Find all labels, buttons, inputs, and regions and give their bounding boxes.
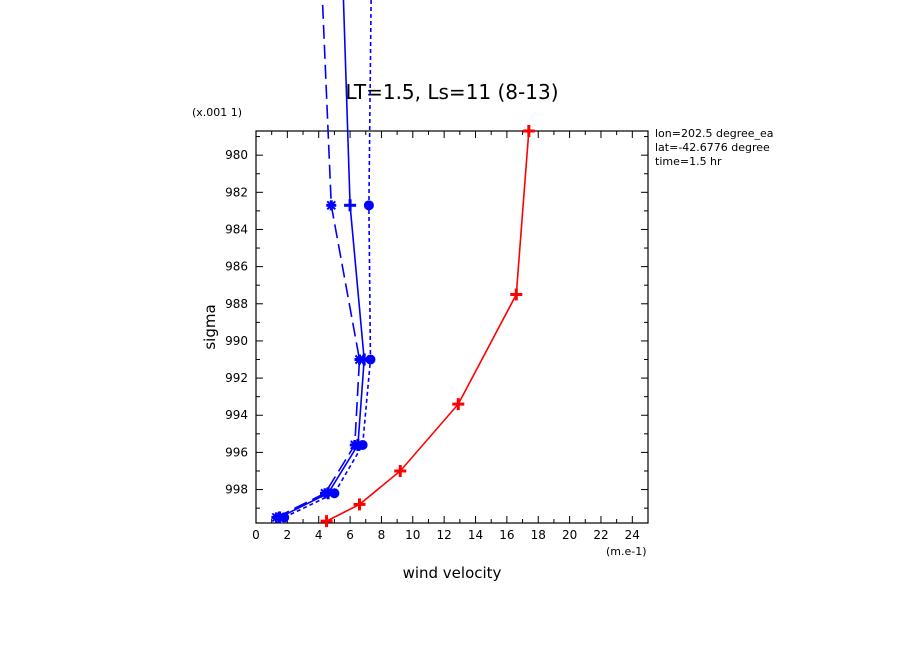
x-tick-label: 6 [346,528,354,542]
y-tick-label: 986 [225,260,248,274]
annotation-lon: lon=202.5 degree_ea [655,127,774,140]
y-tick-label: 984 [225,222,248,236]
data-point-plus [344,199,357,212]
axis-ticks: 0 2 4 6 8 10 12 14 16 18 20 22 249809829849869889909… [225,131,648,542]
data-point-plus [522,125,535,137]
series-line [276,0,361,519]
y-tick-label: 988 [225,297,248,311]
data-point-circle [357,439,368,450]
x-tick-label: 10 [405,528,420,542]
data-point-asterisk [326,200,337,211]
data-point-plus [353,498,366,511]
y-tick-label: 990 [225,334,248,348]
x-tick-label: 0 [252,528,260,542]
x-tick-label: 18 [531,528,546,542]
plot-area-frame [255,130,649,524]
y-scale-note: (x.001 1) [192,106,242,119]
y-tick-label: 992 [225,371,248,385]
x-axis-label: wind velocity [403,564,502,582]
y-tick-label: 996 [225,445,248,459]
data-point-plus [394,464,407,477]
chart-title: LT=1.5, Ls=11 (8-13) [345,80,558,104]
data-point-asterisk [319,488,330,499]
y-tick-label: 994 [225,408,248,422]
x-tick-label: 16 [499,528,514,542]
data-point-circle [279,512,290,523]
x-tick-label: 14 [468,528,483,542]
data-point-plus [510,288,523,301]
y-tick-label: 998 [225,483,248,497]
series-line [279,0,365,519]
x-tick-label: 2 [284,528,292,542]
x-tick-label: 12 [437,528,452,542]
y-tick-label: 982 [225,185,248,199]
series-0 [320,125,535,528]
data-point-asterisk [271,512,282,523]
series-line [326,130,530,522]
x-units-label: (m.e-1) [606,545,647,558]
x-tick-label: 24 [625,528,640,542]
annotation-time: time=1.5 hr [655,155,722,168]
x-tick-label: 8 [378,528,386,542]
annotation-lat: lat=-42.6776 degree [655,141,770,154]
x-tick-label: 22 [593,528,608,542]
series-2 [271,0,365,523]
y-tick-label: 980 [225,148,248,162]
data-point-plus [320,515,333,528]
data-point-plus [452,398,465,411]
data-point-circle [329,488,340,499]
data-point-circle [365,354,376,365]
data-point-circle [363,200,374,211]
series-3 [279,0,376,523]
x-tick-label: 20 [562,528,577,542]
x-tick-label: 4 [315,528,323,542]
series-line [283,0,372,519]
y-axis-label: sigma [201,304,219,349]
data-point-asterisk [354,354,365,365]
series-layer [271,0,535,528]
